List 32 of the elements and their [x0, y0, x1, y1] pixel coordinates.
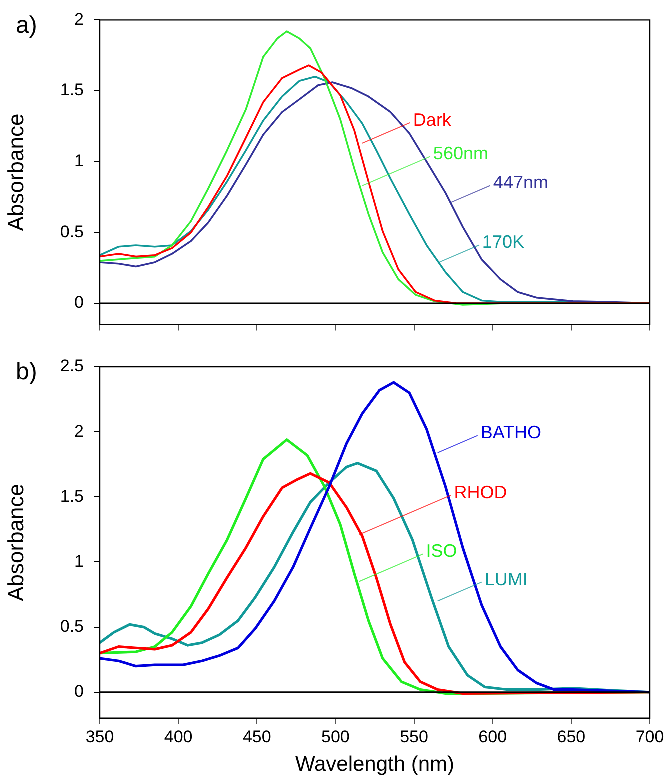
- y-tick-label: 0.5: [60, 616, 84, 636]
- y-axis-title: Absorbance: [3, 484, 28, 602]
- x-tick-label: 500: [322, 727, 350, 746]
- y-tick-label: 1: [74, 152, 84, 171]
- y-tick-label: 0: [74, 682, 84, 702]
- annotation: RHOD: [454, 482, 508, 502]
- y-tick-label: 1.5: [60, 486, 84, 506]
- y-tick-label: 0: [74, 293, 84, 312]
- chart-title: b): [16, 358, 38, 386]
- annotation: LUMI: [484, 569, 528, 590]
- annotation: BATHO: [480, 422, 542, 443]
- y-tick-label: 1: [74, 552, 84, 571]
- chart-title: a): [16, 12, 38, 39]
- y-tick-label: 1.5: [60, 80, 84, 100]
- annotation: ISO: [426, 541, 458, 562]
- y-tick-label: 2.5: [60, 356, 84, 376]
- x-axis-title: Wavelength (nm): [295, 753, 455, 776]
- annotation: 447nm: [493, 172, 548, 193]
- x-tick-label: 600: [478, 727, 508, 746]
- x-tick-label: 550: [400, 727, 428, 746]
- y-tick-label: 2: [74, 422, 84, 441]
- y-axis-title: Absorbance: [3, 114, 28, 232]
- x-tick-label: 650: [557, 727, 586, 746]
- y-tick-label: 2: [74, 10, 84, 29]
- annotation: Dark: [413, 110, 452, 130]
- y-tick-label: 0.5: [60, 222, 84, 242]
- x-tick-label: 700: [636, 727, 664, 746]
- annotation: 170K: [482, 232, 524, 252]
- x-tick-label: 450: [242, 727, 272, 746]
- annotation: 560nm: [433, 144, 488, 164]
- x-tick-label: 400: [164, 727, 193, 746]
- x-tick-label: 350: [86, 727, 114, 746]
